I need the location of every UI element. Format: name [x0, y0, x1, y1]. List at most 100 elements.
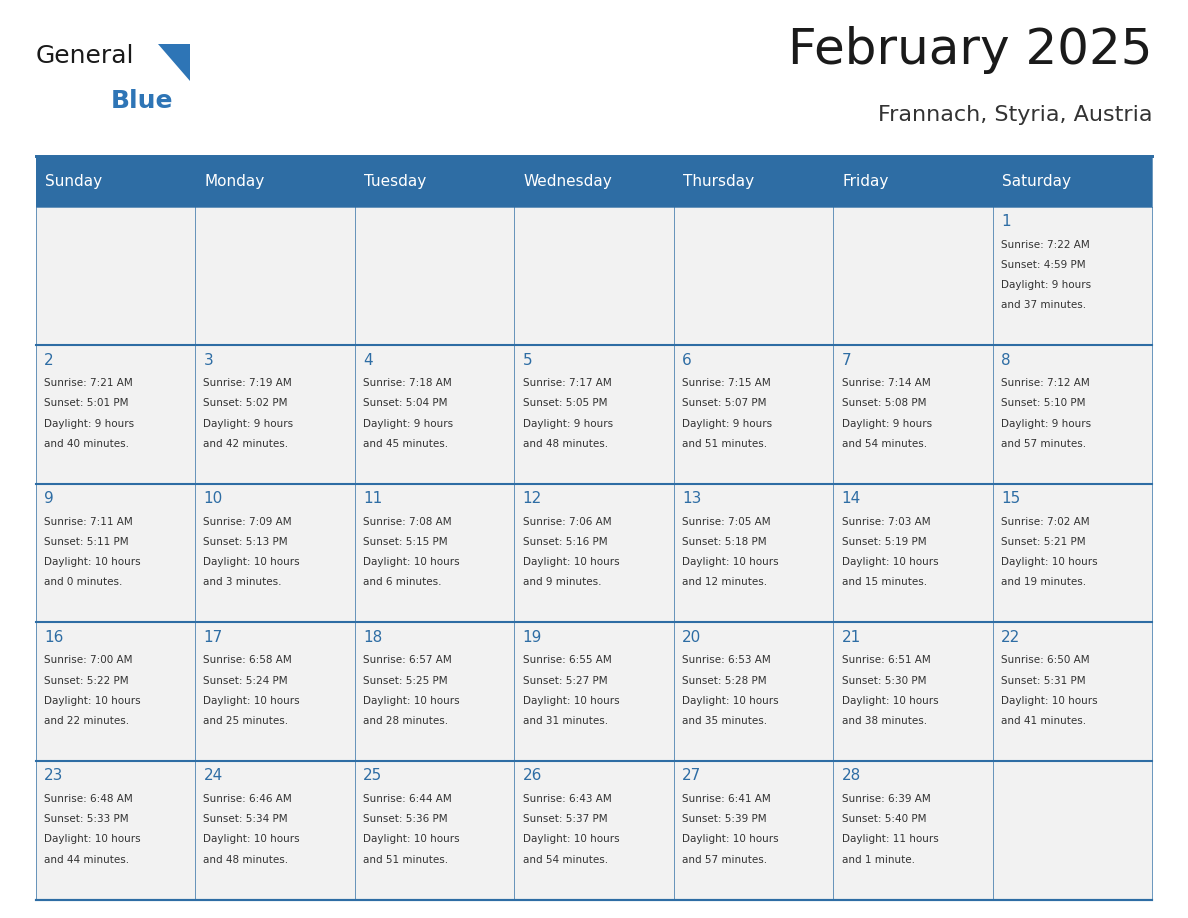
Text: 26: 26: [523, 768, 542, 783]
Bar: [833, 484, 993, 622]
Text: Daylight: 10 hours: Daylight: 10 hours: [841, 696, 939, 706]
Text: and 57 minutes.: and 57 minutes.: [1001, 439, 1086, 449]
Text: Daylight: 9 hours: Daylight: 9 hours: [682, 419, 772, 429]
Bar: [993, 345, 1152, 484]
Text: Sunrise: 7:15 AM: Sunrise: 7:15 AM: [682, 378, 771, 388]
Text: Sunrise: 7:00 AM: Sunrise: 7:00 AM: [44, 655, 132, 666]
Text: 8: 8: [1001, 353, 1011, 367]
Bar: [355, 345, 514, 484]
Text: Sunset: 5:24 PM: Sunset: 5:24 PM: [203, 676, 289, 686]
Text: Sunset: 5:30 PM: Sunset: 5:30 PM: [841, 676, 927, 686]
Bar: [355, 484, 514, 622]
Text: Sunset: 5:36 PM: Sunset: 5:36 PM: [364, 814, 448, 824]
Text: and 40 minutes.: and 40 minutes.: [44, 439, 129, 449]
Bar: [514, 484, 674, 622]
Text: Sunrise: 6:44 AM: Sunrise: 6:44 AM: [364, 794, 451, 804]
Text: Sunset: 5:28 PM: Sunset: 5:28 PM: [682, 676, 766, 686]
Text: 11: 11: [364, 491, 383, 506]
Text: Sunrise: 6:58 AM: Sunrise: 6:58 AM: [203, 655, 292, 666]
Text: and 57 minutes.: and 57 minutes.: [682, 855, 767, 865]
Text: and 22 minutes.: and 22 minutes.: [44, 716, 129, 726]
Text: and 51 minutes.: and 51 minutes.: [364, 855, 448, 865]
Text: 5: 5: [523, 353, 532, 367]
Text: Sunrise: 7:14 AM: Sunrise: 7:14 AM: [841, 378, 930, 388]
Text: and 45 minutes.: and 45 minutes.: [364, 439, 448, 449]
Text: Sunset: 5:27 PM: Sunset: 5:27 PM: [523, 676, 607, 686]
Text: Sunset: 5:08 PM: Sunset: 5:08 PM: [841, 398, 927, 409]
Text: Sunset: 5:10 PM: Sunset: 5:10 PM: [1001, 398, 1086, 409]
Bar: [674, 761, 833, 900]
Bar: [195, 345, 355, 484]
Text: February 2025: February 2025: [788, 27, 1152, 74]
Bar: [36, 156, 195, 207]
Text: 9: 9: [44, 491, 53, 506]
Bar: [833, 761, 993, 900]
Bar: [674, 484, 833, 622]
Text: Sunrise: 7:03 AM: Sunrise: 7:03 AM: [841, 517, 930, 527]
Text: Daylight: 9 hours: Daylight: 9 hours: [1001, 419, 1092, 429]
Text: Wednesday: Wednesday: [524, 174, 613, 189]
Text: Sunrise: 6:55 AM: Sunrise: 6:55 AM: [523, 655, 612, 666]
Text: and 15 minutes.: and 15 minutes.: [841, 577, 927, 588]
Text: Sunrise: 6:43 AM: Sunrise: 6:43 AM: [523, 794, 612, 804]
Bar: [355, 761, 514, 900]
Text: Sunset: 5:37 PM: Sunset: 5:37 PM: [523, 814, 607, 824]
Text: and 41 minutes.: and 41 minutes.: [1001, 716, 1086, 726]
Text: Daylight: 10 hours: Daylight: 10 hours: [523, 834, 619, 845]
Text: Daylight: 10 hours: Daylight: 10 hours: [682, 696, 778, 706]
Text: Sunset: 5:16 PM: Sunset: 5:16 PM: [523, 537, 607, 547]
Polygon shape: [158, 43, 190, 82]
Text: and 12 minutes.: and 12 minutes.: [682, 577, 767, 588]
Text: Frannach, Styria, Austria: Frannach, Styria, Austria: [878, 105, 1152, 125]
Text: Sunrise: 7:12 AM: Sunrise: 7:12 AM: [1001, 378, 1089, 388]
Bar: [674, 622, 833, 761]
Text: 27: 27: [682, 768, 701, 783]
Text: Sunrise: 7:06 AM: Sunrise: 7:06 AM: [523, 517, 611, 527]
Text: Sunrise: 6:50 AM: Sunrise: 6:50 AM: [1001, 655, 1089, 666]
Text: Sunrise: 6:41 AM: Sunrise: 6:41 AM: [682, 794, 771, 804]
Text: Sunday: Sunday: [45, 174, 102, 189]
Text: and 44 minutes.: and 44 minutes.: [44, 855, 129, 865]
Text: Sunset: 5:05 PM: Sunset: 5:05 PM: [523, 398, 607, 409]
Text: Sunrise: 6:51 AM: Sunrise: 6:51 AM: [841, 655, 930, 666]
Text: Sunset: 5:07 PM: Sunset: 5:07 PM: [682, 398, 766, 409]
Text: 22: 22: [1001, 630, 1020, 644]
Text: Daylight: 10 hours: Daylight: 10 hours: [44, 557, 140, 567]
Bar: [195, 207, 355, 345]
Text: Sunrise: 6:53 AM: Sunrise: 6:53 AM: [682, 655, 771, 666]
Text: Tuesday: Tuesday: [365, 174, 426, 189]
Text: Sunset: 5:33 PM: Sunset: 5:33 PM: [44, 814, 128, 824]
Bar: [355, 622, 514, 761]
Text: and 1 minute.: and 1 minute.: [841, 855, 915, 865]
Text: Daylight: 10 hours: Daylight: 10 hours: [1001, 557, 1098, 567]
Text: Daylight: 9 hours: Daylight: 9 hours: [841, 419, 931, 429]
Text: Daylight: 10 hours: Daylight: 10 hours: [203, 834, 301, 845]
Bar: [355, 207, 514, 345]
Text: and 37 minutes.: and 37 minutes.: [1001, 300, 1086, 310]
Text: and 9 minutes.: and 9 minutes.: [523, 577, 601, 588]
Text: 21: 21: [841, 630, 861, 644]
Text: Thursday: Thursday: [683, 174, 754, 189]
Bar: [514, 156, 674, 207]
Text: and 38 minutes.: and 38 minutes.: [841, 716, 927, 726]
Text: 14: 14: [841, 491, 861, 506]
Text: Friday: Friday: [842, 174, 889, 189]
Bar: [674, 156, 833, 207]
Bar: [833, 345, 993, 484]
Text: 3: 3: [203, 353, 213, 367]
Text: Daylight: 10 hours: Daylight: 10 hours: [523, 696, 619, 706]
Text: Daylight: 10 hours: Daylight: 10 hours: [44, 696, 140, 706]
Text: and 28 minutes.: and 28 minutes.: [364, 716, 448, 726]
Bar: [195, 484, 355, 622]
Text: Sunset: 5:11 PM: Sunset: 5:11 PM: [44, 537, 128, 547]
Text: Daylight: 10 hours: Daylight: 10 hours: [841, 557, 939, 567]
Text: Sunset: 5:18 PM: Sunset: 5:18 PM: [682, 537, 766, 547]
Text: Saturday: Saturday: [1003, 174, 1072, 189]
Text: Sunset: 5:34 PM: Sunset: 5:34 PM: [203, 814, 289, 824]
Text: Sunrise: 7:19 AM: Sunrise: 7:19 AM: [203, 378, 292, 388]
Text: Daylight: 10 hours: Daylight: 10 hours: [44, 834, 140, 845]
Text: Sunrise: 7:05 AM: Sunrise: 7:05 AM: [682, 517, 771, 527]
Text: and 35 minutes.: and 35 minutes.: [682, 716, 767, 726]
Text: Sunrise: 7:18 AM: Sunrise: 7:18 AM: [364, 378, 451, 388]
Text: Daylight: 9 hours: Daylight: 9 hours: [1001, 280, 1092, 290]
